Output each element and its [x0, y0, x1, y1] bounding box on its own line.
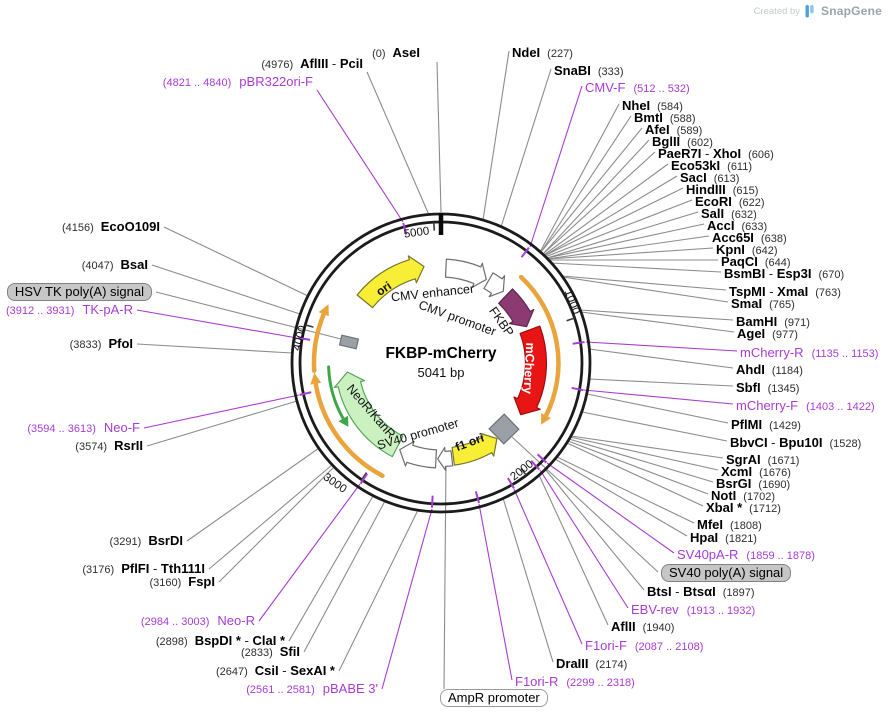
site-label-tspmi-xmai: TspMI - XmaI (763): [729, 284, 841, 299]
primer-label-f1ori-f: F1ori-F (2087 .. 2108): [585, 638, 704, 653]
feature-box-hsv-tk-poly-a-signal: HSV TK poly(A) signal: [6, 283, 152, 301]
snapgene-credit: Created by SnapGene: [754, 4, 882, 18]
site-label-xbai: XbaI * (1712): [706, 500, 781, 515]
site-label-snabi: SnaBI (333): [554, 63, 624, 78]
site-label-bmti: BmtI (588): [634, 110, 696, 125]
site-label-ecori: EcoRI (622): [695, 194, 765, 209]
feature-label-mcherry: mCherry: [521, 342, 538, 394]
site-label-pfoi: (3833) PfoI: [69, 336, 133, 351]
site-label-eco53ki: Eco53kI (611): [671, 158, 753, 173]
site-label-bbvci-bpu10i: BbvCI - Bpu10I (1528): [730, 435, 862, 450]
site-label-asei: (0) AseI: [372, 45, 420, 60]
site-label-acci: AccI (633): [707, 218, 768, 233]
site-label-draiii: DraIII (2174): [556, 656, 628, 671]
primer-label-tk-pa-r: (3912 .. 3931) TK-pA-R: [5, 302, 133, 317]
site-label-noti: NotI (1702): [711, 488, 776, 503]
site-label-rsrii: (3574) RsrII: [75, 438, 143, 453]
site-label-sgrai: SgrAI (1671): [726, 452, 800, 467]
primer-label-pbr322ori-f: (4821 .. 4840) pBR322ori-F: [162, 74, 313, 89]
site-label-csii-sexai: (2647) CsiI - SexAI *: [215, 663, 335, 678]
site-label-fspi: (3160) FspI: [149, 574, 215, 589]
credit-prefix: Created by: [753, 5, 801, 17]
site-label-kpni: KpnI (642): [716, 242, 778, 257]
site-label-mfei: MfeI (1808): [697, 517, 762, 532]
site-label-pflmi: PflMI (1429): [731, 417, 801, 432]
primer-label-pbabe-3: (2561 .. 2581) pBABE 3': [246, 681, 378, 696]
site-label-paqci: PaqCI (644): [721, 254, 791, 269]
site-label-hsv-tk-poly-a-signal: HSV TK poly(A) signal: [6, 283, 152, 301]
plasmid-title-block: FKBP-mCherry 5041 bp: [385, 345, 496, 380]
site-label-sali: SalI (632): [701, 206, 757, 221]
site-label-smai: SmaI (765): [731, 296, 795, 311]
site-label-aflii: AflII (1940): [611, 619, 675, 634]
site-label-agei: AgeI (977): [737, 326, 798, 341]
primer-label-f1ori-r: F1ori-R (2299 .. 2318): [515, 674, 635, 689]
snapgene-logo-icon: [805, 4, 814, 17]
site-label-sfii: (2833) SfiI: [240, 644, 300, 659]
primer-label-sv40pa-r: SV40pA-R (1859 .. 1878): [677, 547, 815, 562]
plasmid-size: 5041 bp: [417, 365, 465, 380]
primer-label-mcherry-f: mCherry-F (1403 .. 1422): [736, 398, 875, 413]
site-label-bsmbi-esp3i: BsmBI - Esp3I (670): [724, 266, 845, 281]
site-label-pflfi-tth111i: (3176) PflFI - Tth111I: [82, 561, 205, 576]
site-label-ahdi: AhdI (1184): [736, 362, 803, 377]
primer-label-ebv-rev: EBV-rev (1913 .. 1932): [631, 602, 756, 617]
site-label-hindiii: HindIII (615): [686, 182, 759, 197]
site-label-xcmi: XcmI (1676): [721, 464, 791, 479]
bp-tick-label-5000: 5000: [403, 225, 430, 240]
site-label-bspdi-clai: (2898) BspDI * - ClaI *: [155, 633, 285, 648]
site-label-ampr-promoter: AmpR promoter: [440, 689, 548, 707]
site-label-acc65i: Acc65I (638): [712, 230, 787, 245]
plasmid-name: FKBP-mCherry: [385, 345, 497, 362]
primer-label-neo-f: (3594 .. 3613) Neo-F: [27, 420, 140, 435]
site-label-bamhi: BamHI (971): [736, 314, 810, 329]
site-label-bsrdi: (3291) BsrDI: [109, 533, 183, 548]
feature-box-ampr-promoter: AmpR promoter: [440, 689, 548, 707]
site-label-ecoo109i: (4156) EcoO109I: [61, 219, 160, 234]
site-label-nhei: NheI (584): [622, 98, 683, 113]
site-label-paer7i-xhoi: PaeR7I - XhoI (606): [658, 146, 774, 161]
site-label-btsi-bts-i: BtsI - BtsαI (1897): [647, 584, 755, 599]
site-label-afliii-pcii: (4976) AflIII - PciI: [261, 56, 363, 71]
credit-brand: SnapGene: [821, 4, 882, 18]
site-label-bsrgi: BsrGI (1690): [716, 476, 791, 491]
bp-tick-label-4000: 4000: [291, 324, 309, 352]
feature-label-cmv-promoter: CMV promoter: [417, 298, 498, 339]
site-label-hpai: HpaI (1821): [690, 530, 757, 545]
primer-label-mcherry-r: mCherry-R (1135 .. 1153): [740, 345, 879, 360]
primer-label-cmv-f: CMV-F (512 .. 532): [585, 80, 690, 95]
site-label-bglii: BglII (602): [652, 134, 713, 149]
site-label-sv40-poly-a-signal: SV40 poly(A) signal: [661, 564, 792, 582]
feature-box-sv40-poly-a-signal: SV40 poly(A) signal: [661, 564, 792, 582]
site-label-afei: AfeI (589): [645, 122, 703, 137]
bp-tick-label-1000: 1000: [562, 288, 582, 316]
site-label-ndei: NdeI (227): [512, 45, 573, 60]
site-label-bsai: (4047) BsaI: [81, 257, 148, 272]
site-label-saci: SacI (613): [680, 170, 740, 185]
site-label-sbfi: SbfI (1345): [736, 380, 800, 395]
primer-label-neo-r: (2984 .. 3003) Neo-R: [140, 613, 255, 628]
